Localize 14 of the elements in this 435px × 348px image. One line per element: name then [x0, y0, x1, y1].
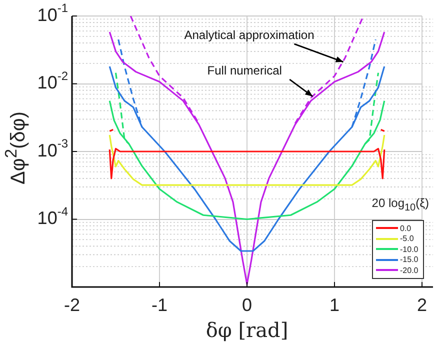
legend-label: -5.0: [400, 234, 414, 244]
x-axis-title: δφ [rad]: [206, 318, 288, 342]
x-tick-label: 1: [329, 294, 340, 315]
x-tick-label: -2: [64, 294, 80, 315]
annotation: Full numerical: [207, 64, 282, 78]
x-tick-label: -1: [151, 294, 168, 315]
legend-label: -20.0: [400, 266, 418, 275]
legend-label: 0.0: [400, 224, 412, 233]
legend-label: -15.0: [400, 255, 418, 264]
legend-label: -10.0: [400, 244, 418, 254]
legend-title: 20 log$_{10}$(ξ): [372, 196, 429, 214]
x-tick-label: 2: [416, 294, 427, 315]
x-tick-label: 0: [242, 294, 252, 315]
annotation: Analytical approximation: [184, 28, 314, 42]
